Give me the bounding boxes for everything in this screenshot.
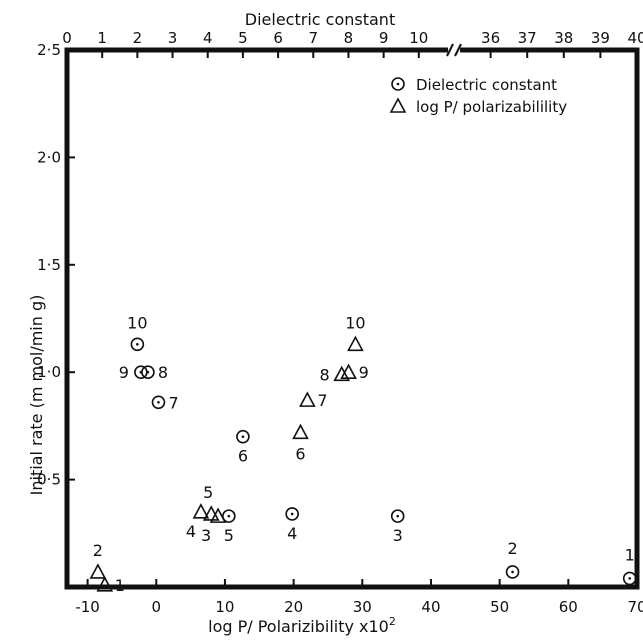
x-top-tick-label: 7 <box>308 29 318 47</box>
point-circle <box>390 509 405 523</box>
point-triangle <box>202 505 220 521</box>
point-circle-dot <box>241 435 245 438</box>
x-bottom-tick-label: 70 <box>627 598 643 616</box>
y-tick-label: 1·0 <box>37 363 61 381</box>
point-label: 7 <box>317 391 327 410</box>
x-top-tick-label: 36 <box>481 29 500 47</box>
y-tick-label: 2·5 <box>37 41 61 59</box>
point-triangle <box>333 365 351 382</box>
point-label: 3 <box>393 526 403 545</box>
point-triangle <box>292 423 309 440</box>
x-bottom-tick-label: -10 <box>75 598 100 616</box>
point-triangle <box>299 391 316 407</box>
y-tick-label: 2·0 <box>37 148 61 166</box>
point-circle <box>505 565 520 579</box>
point-triangle <box>96 576 114 592</box>
x-top-tick-label: 40 <box>627 29 643 47</box>
y-tick-label: 1·5 <box>37 256 61 274</box>
point-label: 6 <box>295 444 305 463</box>
point-circle-dot <box>628 577 631 580</box>
point-triangle <box>347 335 364 352</box>
legend-marker-circle <box>391 77 405 91</box>
y-tick-label: 0·5 <box>37 471 61 489</box>
ticks-layer: 0·51·01·52·02·5-10 0 10 20 30 40 50 60 700 1 2 3 4 5 6… <box>37 29 643 616</box>
point-circle-dot <box>396 514 400 518</box>
point-circle <box>222 509 236 523</box>
point-label: 2 <box>507 539 517 558</box>
point-circle <box>285 507 299 521</box>
x-top-tick-label: 37 <box>518 29 537 47</box>
x-bottom-tick-label: 50 <box>490 598 509 616</box>
x-bottom-tick-label: 40 <box>421 598 440 616</box>
x-top-tick-label: 4 <box>203 29 213 47</box>
axis-break-gap <box>448 45 460 55</box>
point-triangle <box>340 363 357 380</box>
legend-marker-triangle <box>389 97 407 113</box>
point-circle-dot <box>511 570 514 574</box>
x-top-tick-label: 9 <box>379 29 389 47</box>
x-top-tick-label: 8 <box>344 29 354 47</box>
x-bottom-tick-label: 30 <box>353 598 372 616</box>
point-label: 5 <box>203 483 213 502</box>
point-circle-dot <box>157 400 160 404</box>
point-circle-dot <box>136 342 139 346</box>
point-circle <box>130 337 145 352</box>
legend: Dielectric constant log P/ polarizabilili… <box>389 76 567 116</box>
x-bottom-tick-label: 10 <box>215 598 234 616</box>
point-label: 10 <box>127 313 147 332</box>
bottom-axis-title-main: log P/ Polarizibility x10 <box>208 617 389 636</box>
x-bottom-tick-label: 0 <box>152 598 162 616</box>
bottom-axis-title: log P/ Polarizibility x102 <box>208 615 396 636</box>
point-circle <box>134 365 148 380</box>
x-top-tick-label: 5 <box>238 29 248 47</box>
y-axis-title: Initial rate (m mol/min g) <box>27 295 46 496</box>
point-circle <box>236 429 250 444</box>
top-axis-title: Dielectric constant <box>245 10 395 29</box>
x-top-tick-label: 38 <box>554 29 573 47</box>
point-circle-dot <box>139 370 143 374</box>
point-triangle <box>192 503 210 519</box>
point-label: 8 <box>320 365 330 384</box>
point-label: 10 <box>345 313 365 332</box>
point-triangle <box>89 563 107 579</box>
x-bottom-tick-label: 20 <box>284 598 303 616</box>
axis-break-mark <box>446 43 454 57</box>
point-triangle <box>209 507 227 523</box>
bottom-axis-title-superscript: 2 <box>389 615 396 628</box>
y-axis-title-group: Initial rate (m mol/min g) <box>27 295 46 496</box>
point-label: 5 <box>224 526 234 545</box>
x-top-tick-label: 10 <box>409 29 428 47</box>
x-top-tick-label: 1 <box>97 29 107 47</box>
point-label: 3 <box>201 526 211 545</box>
x-top-tick-label: 6 <box>273 29 283 47</box>
point-label: 2 <box>93 541 103 560</box>
axis-break-mark <box>454 43 462 57</box>
point-label: 1 <box>115 576 125 595</box>
point-label: 7 <box>168 393 178 412</box>
x-top-tick-label: 2 <box>133 29 143 47</box>
point-label: 8 <box>158 363 168 382</box>
legend-label: log P/ polarizabilility <box>416 98 567 116</box>
legend-marker-circle-dot <box>396 82 400 86</box>
x-top-tick-label: 0 <box>62 29 72 47</box>
point-circle <box>151 395 166 410</box>
plot-frame <box>64 47 640 590</box>
point-label: 9 <box>359 363 369 382</box>
point-circle <box>622 571 637 586</box>
x-top-tick-label: 3 <box>168 29 178 47</box>
point-circle-dot <box>227 514 231 518</box>
point-label: 4 <box>287 524 297 543</box>
point-label: 6 <box>238 447 248 466</box>
point-circle-dot <box>290 512 294 516</box>
point-label: 9 <box>119 363 129 382</box>
x-bottom-tick-label: 60 <box>559 598 578 616</box>
legend-label: Dielectric constant <box>416 76 557 94</box>
point-label: 4 <box>186 522 196 541</box>
point-label: 1 <box>625 545 635 564</box>
x-top-tick-label: 39 <box>591 29 610 47</box>
